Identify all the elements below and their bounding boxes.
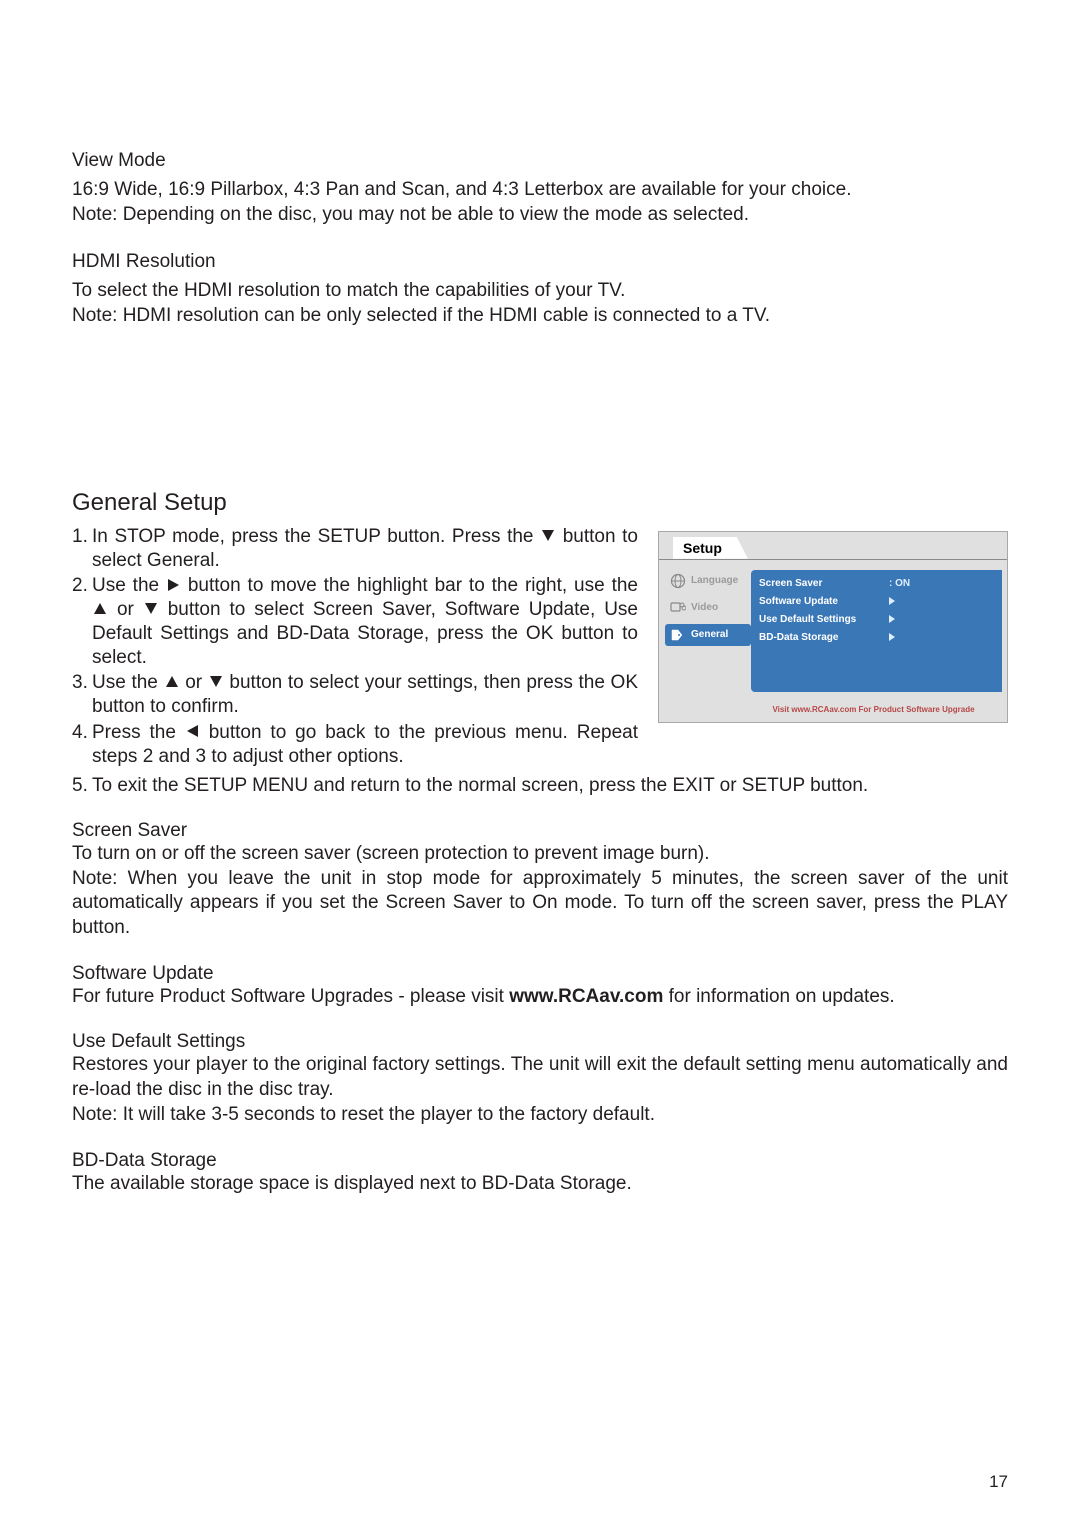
setup-diagram: Setup Language — [658, 531, 1008, 723]
option-screen-saver: Screen Saver : ON — [759, 578, 994, 589]
down-arrow-icon — [145, 603, 157, 614]
screen-saver-text-1: To turn on or off the screen saver (scre… — [72, 842, 1008, 867]
use-default-text-2: Note: It will take 3-5 seconds to reset … — [72, 1103, 1008, 1128]
bd-data-title: BD-Data Storage — [72, 1150, 1008, 1172]
hdmi-text-1: To select the HDMI resolution to match t… — [72, 279, 1008, 304]
submenu-arrow-icon — [889, 615, 895, 623]
video-icon — [669, 599, 687, 617]
view-mode-title: View Mode — [72, 150, 1008, 172]
rcaav-link: www.RCAav.com — [509, 986, 663, 1007]
visit-text: Visit www.RCAav.com For Product Software… — [751, 705, 996, 714]
up-arrow-icon — [94, 603, 106, 614]
screen-saver-title: Screen Saver — [72, 820, 1008, 842]
view-mode-text-2: Note: Depending on the disc, you may not… — [72, 203, 1008, 228]
hdmi-title: HDMI Resolution — [72, 251, 1008, 273]
steps-list-cont: 5.To exit the SETUP MENU and return to t… — [72, 774, 1008, 798]
step-1: In STOP mode, press the SETUP button. Pr… — [92, 525, 638, 573]
submenu-arrow-icon — [889, 633, 895, 641]
screen-saver-text-2: Note: When you leave the unit in stop mo… — [72, 867, 1008, 941]
option-use-default: Use Default Settings — [759, 614, 994, 625]
sidebar-item-general: General — [665, 624, 751, 646]
left-arrow-icon — [187, 725, 198, 737]
page-number: 17 — [989, 1472, 1008, 1492]
option-bd-data: BD-Data Storage — [759, 632, 994, 643]
software-update-text: For future Product Software Upgrades - p… — [72, 985, 1008, 1010]
setup-tab-label: Setup — [673, 537, 748, 559]
general-setup-heading: General Setup — [72, 489, 1008, 517]
step-4: Press the button to go back to the previ… — [92, 721, 638, 769]
step-3: Use the or button to select your setting… — [92, 671, 638, 719]
right-arrow-icon — [168, 579, 179, 591]
software-update-title: Software Update — [72, 963, 1008, 985]
hdmi-text-2: Note: HDMI resolution can be only select… — [72, 304, 1008, 329]
general-icon — [669, 626, 687, 644]
step-2: Use the button to move the highlight bar… — [92, 574, 638, 669]
setup-options-panel: Screen Saver : ON Software Update Use De… — [751, 570, 1002, 692]
down-arrow-icon — [210, 676, 222, 687]
use-default-text-1: Restores your player to the original fac… — [72, 1053, 1008, 1102]
view-mode-text-1: 16:9 Wide, 16:9 Pillarbox, 4:3 Pan and S… — [72, 178, 1008, 203]
down-arrow-icon — [542, 530, 554, 541]
sidebar-item-video: Video — [665, 597, 751, 619]
use-default-title: Use Default Settings — [72, 1031, 1008, 1053]
bd-data-text: The available storage space is displayed… — [72, 1172, 1008, 1197]
up-arrow-icon — [166, 676, 178, 687]
option-software-update: Software Update — [759, 596, 994, 607]
setup-sidebar: Language Video General — [659, 566, 751, 722]
sidebar-item-language: Language — [665, 570, 751, 592]
step-5: To exit the SETUP MENU and return to the… — [92, 774, 1008, 798]
steps-list: 1.In STOP mode, press the SETUP button. … — [72, 525, 638, 769]
globe-icon — [669, 572, 687, 590]
submenu-arrow-icon — [889, 597, 895, 605]
